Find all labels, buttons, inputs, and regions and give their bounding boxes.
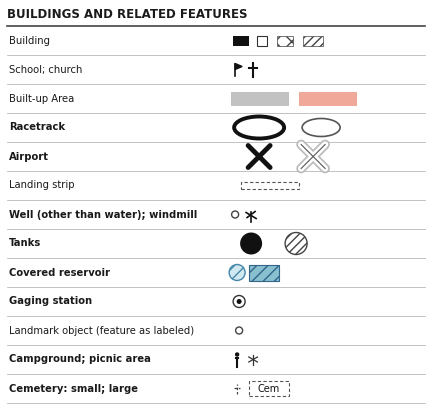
Text: Landmark object (feature as labeled): Landmark object (feature as labeled) [9, 326, 194, 335]
Text: Built-up Area: Built-up Area [9, 94, 74, 103]
Text: Campground; picnic area: Campground; picnic area [9, 354, 151, 365]
Circle shape [235, 353, 238, 356]
Text: Gaging station: Gaging station [9, 297, 92, 306]
Bar [303, 35, 323, 46]
Bar [231, 92, 289, 105]
Circle shape [285, 232, 307, 254]
Text: Covered reservoir: Covered reservoir [9, 267, 110, 278]
Ellipse shape [234, 116, 284, 138]
Bar [257, 35, 267, 46]
Polygon shape [235, 63, 242, 70]
Circle shape [233, 295, 245, 308]
Bar [249, 265, 279, 280]
Bar [249, 381, 289, 396]
Text: Racetrack: Racetrack [9, 123, 65, 133]
Bar [277, 35, 293, 46]
Bar [233, 35, 249, 46]
Text: Tanks: Tanks [9, 239, 41, 249]
Circle shape [240, 232, 262, 254]
Text: Well (other than water); windmill: Well (other than water); windmill [9, 210, 197, 219]
Text: Cem: Cem [258, 383, 280, 394]
Text: Building: Building [9, 35, 50, 46]
Text: Airport: Airport [9, 151, 49, 162]
Text: Landing strip: Landing strip [9, 180, 74, 190]
Circle shape [229, 265, 245, 280]
Circle shape [237, 299, 241, 304]
Text: BUILDINGS AND RELATED FEATURES: BUILDINGS AND RELATED FEATURES [7, 8, 248, 21]
Text: School; church: School; church [9, 64, 83, 74]
Text: Cemetery: small; large: Cemetery: small; large [9, 383, 138, 394]
Ellipse shape [302, 118, 340, 136]
Bar [299, 92, 357, 105]
Bar [241, 182, 299, 189]
